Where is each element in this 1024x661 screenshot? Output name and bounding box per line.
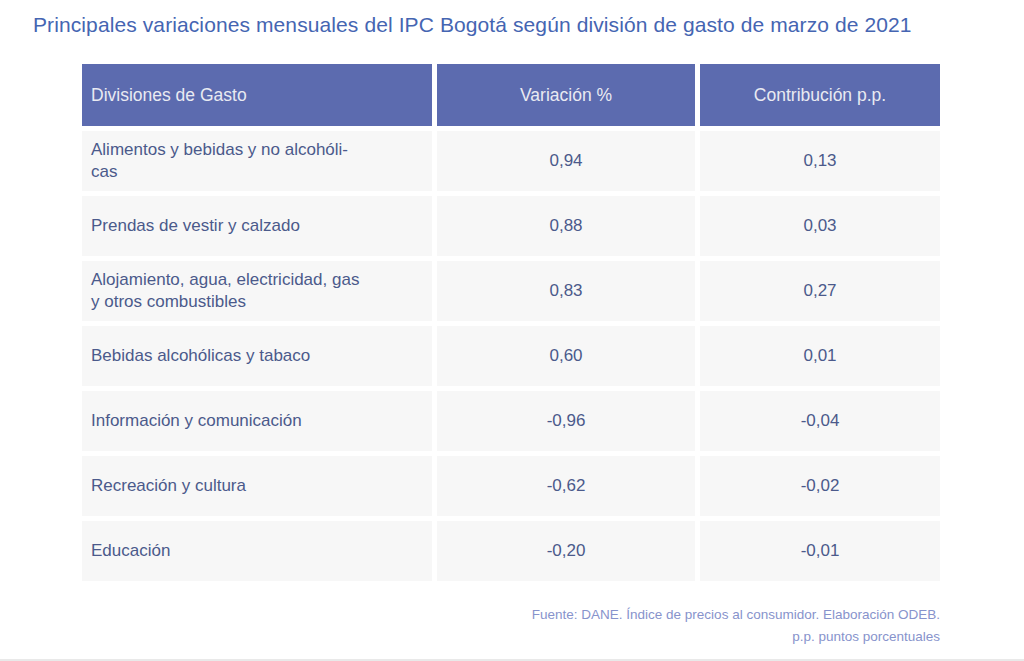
ipc-variations-table: Divisiones de Gasto Variación % Contribu… — [82, 64, 940, 581]
division-cell: Alimentos y bebidas y no alcohóli- cas — [82, 131, 432, 191]
division-cell: Información y comunicación — [82, 391, 432, 451]
contribucion-cell: -0,04 — [700, 391, 940, 451]
variacion-cell: 0,94 — [437, 131, 695, 191]
note-line: p.p. puntos porcentuales — [532, 626, 940, 648]
column-header-divisiones-de-gasto: Divisiones de Gasto — [82, 64, 432, 126]
variacion-cell: 0,60 — [437, 326, 695, 386]
contribucion-cell: 0,03 — [700, 196, 940, 256]
source-note: Fuente: DANE. Índice de precios al consu… — [532, 604, 940, 647]
contribucion-cell: 0,01 — [700, 326, 940, 386]
page-title: Principales variaciones mensuales del IP… — [33, 13, 1008, 37]
division-cell: Prendas de vestir y calzado — [82, 196, 432, 256]
division-cell: Recreación y cultura — [82, 456, 432, 516]
variacion-cell: -0,20 — [437, 521, 695, 581]
contribucion-cell: -0,01 — [700, 521, 940, 581]
contribucion-cell: 0,27 — [700, 261, 940, 321]
variacion-cell: -0,96 — [437, 391, 695, 451]
division-cell: Educación — [82, 521, 432, 581]
column-header-variacion: Variación % — [437, 64, 695, 126]
column-header-contribucion: Contribución p.p. — [700, 64, 940, 126]
contribucion-cell: 0,13 — [700, 131, 940, 191]
variacion-cell: 0,83 — [437, 261, 695, 321]
contribucion-cell: -0,02 — [700, 456, 940, 516]
variacion-cell: 0,88 — [437, 196, 695, 256]
division-cell: Bebidas alcohólicas y tabaco — [82, 326, 432, 386]
variacion-cell: -0,62 — [437, 456, 695, 516]
source-line: Fuente: DANE. Índice de precios al consu… — [532, 604, 940, 626]
division-cell: Alojamiento, agua, electricidad, gas y o… — [82, 261, 432, 321]
